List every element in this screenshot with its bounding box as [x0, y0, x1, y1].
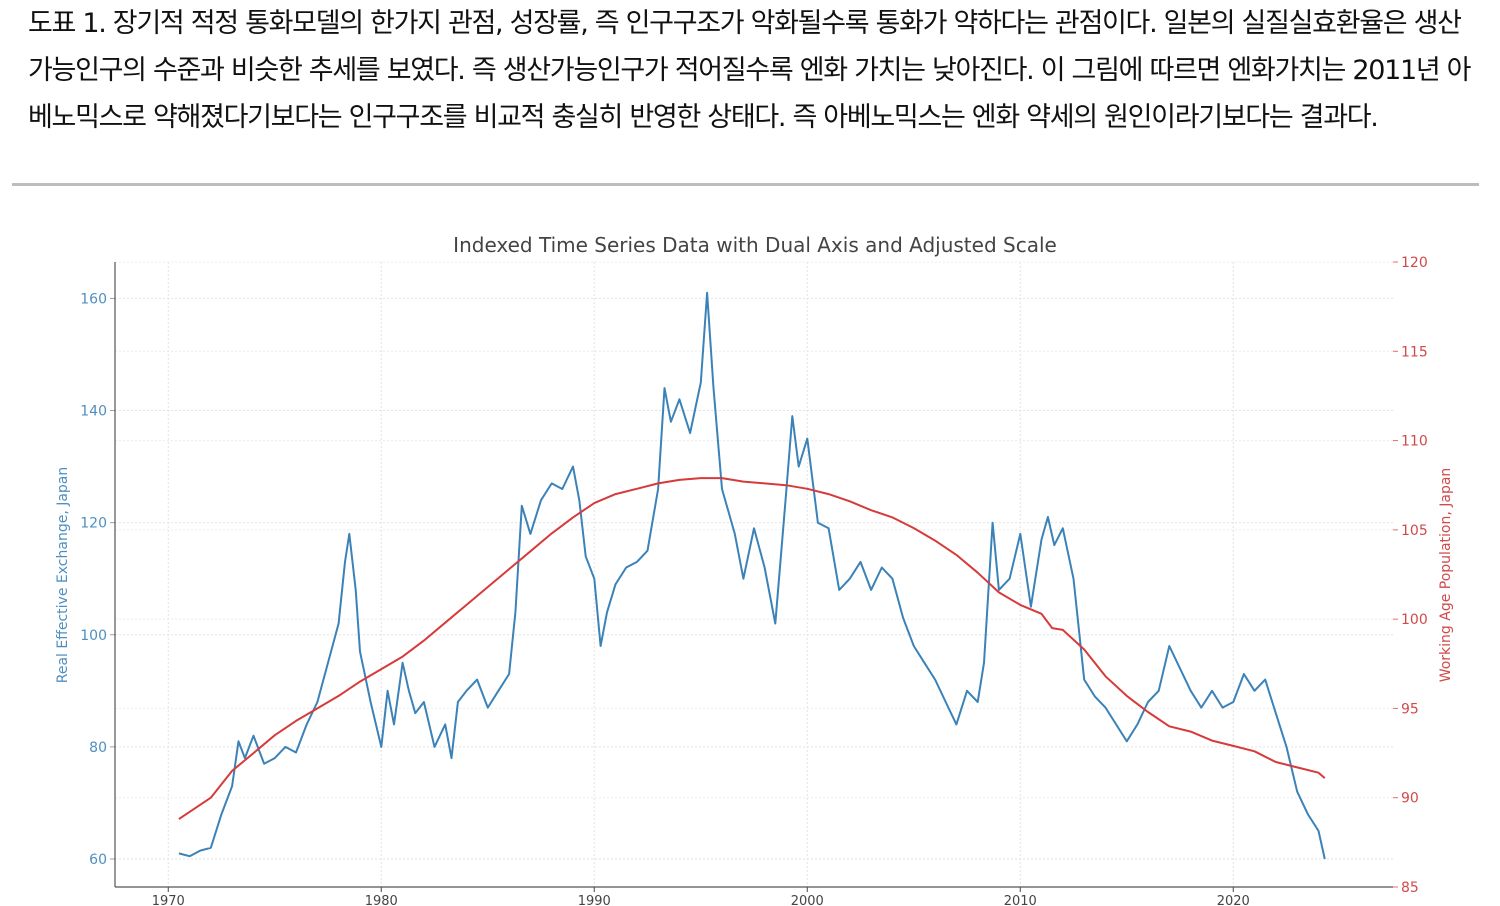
x-tick-label: 1980 [365, 894, 398, 906]
x-tick-label: 2000 [791, 894, 824, 906]
grid-lines [115, 261, 1393, 888]
chart-axes [110, 261, 1398, 892]
right-axis-label: Working Age Population, Japan [1438, 468, 1454, 683]
right-tick-label: 100 [1401, 612, 1428, 628]
right-tick-label: 95 [1401, 701, 1419, 717]
x-tick-label: 1990 [578, 894, 611, 906]
x-tick-label: 2010 [1004, 894, 1037, 906]
left-tick-label: 100 [80, 628, 107, 644]
right-tick-label: 110 [1401, 434, 1428, 450]
right-tick-label: 85 [1401, 880, 1419, 896]
working-age-population-line [178, 477, 1326, 820]
series-lines [178, 291, 1326, 860]
real-effective-exchange-line [178, 291, 1326, 860]
left-tick-label: 120 [80, 516, 107, 532]
tick-labels: 1970 1980 1990 2000 2010 2020 60 80 100 120 140 160… [80, 255, 1427, 906]
right-tick-label: 120 [1401, 255, 1428, 271]
x-tick-label: 1970 [152, 894, 185, 906]
left-axis-label: Real Effective Exchange, Japan [55, 467, 71, 684]
caption-divider [12, 183, 1479, 186]
left-tick-label: 160 [80, 291, 107, 307]
right-tick-label: 115 [1401, 344, 1428, 360]
right-tick-label: 90 [1401, 791, 1419, 807]
left-tick-label: 140 [80, 404, 107, 420]
chart-title: Indexed Time Series Data with Dual Axis … [453, 233, 1057, 257]
x-tick-label: 2020 [1217, 894, 1250, 906]
left-tick-label: 80 [89, 740, 107, 756]
right-tick-label: 105 [1401, 523, 1428, 539]
figure-caption: 도표 1. 장기적 적정 통화모델의 한가지 관점, 성장률, 즉 인구구조가 … [28, 8, 1472, 133]
left-tick-label: 60 [89, 852, 107, 868]
